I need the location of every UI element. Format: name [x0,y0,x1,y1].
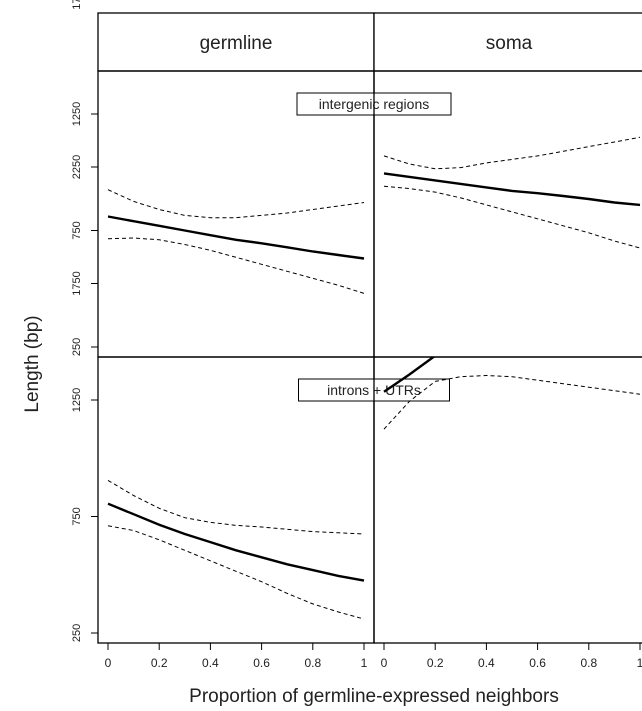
upper-ci-line [384,109,563,347]
y-tick-label: 1750 [71,271,83,295]
panel-soma-introns-utrs [373,109,642,644]
x-tick-label: 0 [105,656,112,670]
lower-ci-line [383,374,641,430]
x-tick-label: 0.6 [253,656,270,670]
axes: 25075012501750225025075012501750225000.2… [71,0,642,670]
x-tick-label: 0 [381,656,388,670]
strip-label-soma: soma [486,33,533,54]
fitted-line [383,357,436,393]
x-tick-label: 0.6 [529,656,546,670]
upper-ci-line [107,189,365,219]
strip-label-germline: germline [200,33,273,54]
y-tick-label: 1250 [71,102,83,126]
x-tick-label: 1 [361,656,368,670]
lower-ci-line [107,525,365,620]
x-tick-label: 0.2 [427,656,444,670]
strip-germline-box [97,12,375,72]
upper-ci-line [383,136,641,170]
x-tick-label: 0.8 [304,656,321,670]
y-tick-label: 1250 [71,388,83,412]
y-tick-label: 250 [71,624,83,642]
upper-ci-line [107,479,365,535]
fitted-line [383,172,641,207]
fitted-line [107,215,365,260]
x-axis-title: Proportion of germline-expressed neighbo… [189,686,559,707]
fitted-line [107,502,365,582]
lower-ci-line [383,185,641,249]
y-tick-label: 1750 [71,0,83,10]
y-tick-label: 2250 [71,155,83,179]
panel-frame [373,356,642,644]
x-tick-label: 0.4 [478,656,495,670]
y-tick-label: 250 [71,338,83,356]
x-tick-label: 0.2 [151,656,168,670]
lower-ci-line [107,237,365,294]
y-axis-title: Length (bp) [22,315,43,412]
y-tick-label: 750 [71,507,83,525]
y-tick-label: 750 [71,221,83,239]
facet-strips: germline soma [97,12,642,72]
strip-soma-box [373,12,642,72]
x-tick-label: 0.4 [202,656,219,670]
x-tick-label: 0.8 [580,656,597,670]
x-tick-label: 1 [637,656,642,670]
